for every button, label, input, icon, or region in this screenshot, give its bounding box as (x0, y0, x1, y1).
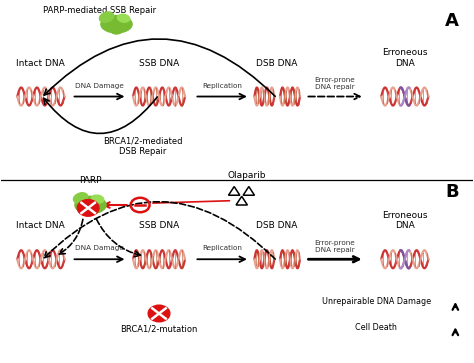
Circle shape (77, 200, 99, 216)
Text: Olaparib: Olaparib (227, 171, 266, 180)
Text: SSB DNA: SSB DNA (139, 58, 179, 68)
Text: A: A (445, 12, 459, 29)
Ellipse shape (85, 208, 96, 215)
Ellipse shape (73, 193, 88, 203)
Text: B: B (446, 183, 459, 201)
Ellipse shape (91, 195, 104, 203)
Text: Error-prone
DNA repair: Error-prone DNA repair (315, 77, 356, 90)
Text: Error-prone
DNA repair: Error-prone DNA repair (315, 240, 356, 253)
Text: DNA Damage: DNA Damage (75, 245, 124, 251)
Text: DSB DNA: DSB DNA (256, 58, 298, 68)
Text: Unrepairable DNA Damage: Unrepairable DNA Damage (322, 297, 431, 306)
Text: BRCA1/2-mutation: BRCA1/2-mutation (120, 324, 198, 333)
Text: BRCA1/2-mediated
DSB Repair: BRCA1/2-mediated DSB Repair (103, 136, 182, 156)
Text: Replication: Replication (202, 82, 242, 89)
Text: Erroneous
DNA: Erroneous DNA (382, 211, 428, 230)
Ellipse shape (100, 12, 114, 23)
Text: PARP-mediated SSB Repair: PARP-mediated SSB Repair (44, 6, 156, 15)
Text: Intact DNA: Intact DNA (17, 221, 65, 230)
Ellipse shape (111, 28, 122, 34)
Ellipse shape (118, 14, 130, 22)
Text: Replication: Replication (202, 245, 242, 251)
Text: DNA Damage: DNA Damage (75, 82, 124, 89)
Text: DSB DNA: DSB DNA (256, 221, 298, 230)
Text: PARP: PARP (79, 176, 102, 185)
Circle shape (148, 305, 170, 322)
Text: Intact DNA: Intact DNA (17, 58, 65, 68)
Text: Erroneous
DNA: Erroneous DNA (382, 48, 428, 68)
Ellipse shape (75, 196, 106, 214)
Text: SSB DNA: SSB DNA (139, 221, 179, 230)
Ellipse shape (101, 16, 132, 33)
Text: Cell Death: Cell Death (356, 323, 397, 331)
